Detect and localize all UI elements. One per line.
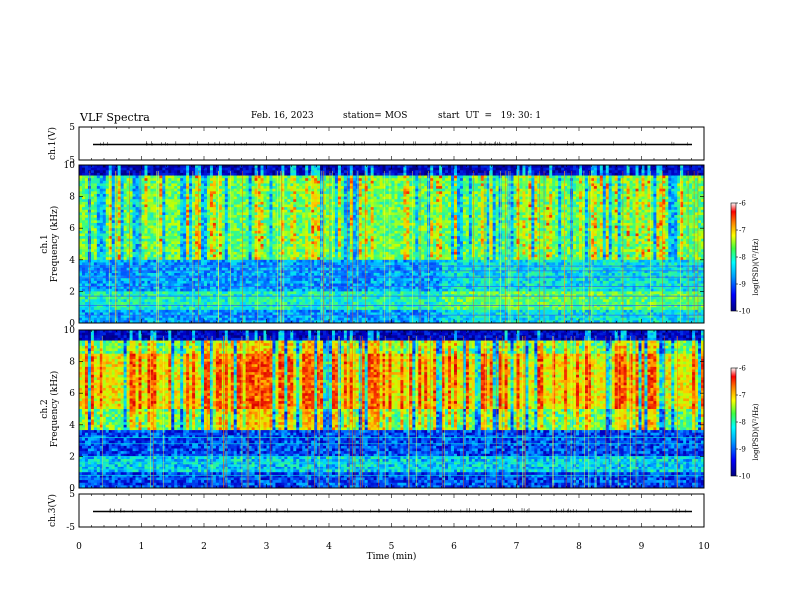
spectrogram-ylabel-channel: ch.1 [40, 234, 50, 253]
xtick-label: 6 [451, 542, 457, 552]
xtick-label: 8 [576, 542, 582, 552]
waveform-ylabel: ch.1(V) [47, 127, 58, 160]
spectrogram-2-ytick-label: 8 [69, 358, 75, 368]
colorbar-gradient [731, 368, 736, 476]
colorbar-label: log(PSD)(V²/Hz) [752, 238, 760, 295]
spectrogram-image [79, 165, 704, 323]
spectrogram-panel-ch2: 0 2 4 6 8 10 ch.2 Frequency (kHz) -6 -7 -8 -9 -10 log… [40, 326, 760, 494]
spectrogram-ylabel-frequency: Frequency (kHz) [49, 371, 60, 448]
spectrogram-image [79, 330, 704, 488]
colorbar-tick-label: -8 [739, 254, 746, 262]
waveform-panel-ch3: 5-5ch.3(V) [47, 490, 704, 533]
spectrogram-2-ytick-label: 6 [69, 389, 75, 399]
colorbar: -6 -7 -8 -9 -10 log(PSD)(V²/Hz) [731, 365, 760, 481]
xtick-label: 10 [698, 542, 710, 552]
spectrogram-2-ytick-label: 0 [69, 484, 75, 494]
xtick-label: 3 [264, 542, 270, 552]
spectrogram-1-ytick-label: 8 [69, 193, 75, 203]
x-axis-label: Time (min) [367, 551, 417, 562]
colorbar-tick-label: -9 [739, 281, 746, 289]
spectrogram-1-ytick-label: 4 [69, 256, 75, 266]
colorbar-gradient [731, 203, 736, 311]
xtick-label: 2 [201, 542, 207, 552]
colorbar-tick-label: -8 [739, 419, 746, 427]
colorbar: -6 -7 -8 -9 -10 log(PSD)(V²/Hz) [731, 200, 760, 316]
colorbar-tick-label: -7 [739, 392, 746, 400]
waveform-3-ytick-label: -5 [66, 523, 75, 533]
colorbar-tick-label: -9 [739, 446, 746, 454]
spectrogram-2-ytick-label: 10 [64, 326, 76, 336]
waveform-panel-ch1: 5-5ch.1(V) [47, 123, 704, 166]
colorbar-tick-label: -10 [739, 473, 750, 481]
colorbar-tick-label: -6 [739, 200, 746, 208]
xtick-label: 7 [514, 542, 520, 552]
spectrogram-2-ytick-label: 4 [69, 421, 75, 431]
waveform-0-frame [79, 127, 704, 160]
colorbar-tick-label: -6 [739, 365, 746, 373]
colorbar-tick-label: -7 [739, 227, 746, 235]
waveform-ylabel: ch.3(V) [47, 494, 58, 527]
xtick-label: 5 [389, 542, 395, 552]
waveform-0-ytick-label: 5 [69, 123, 75, 133]
xtick-label: 0 [76, 542, 82, 552]
spectrogram-ylabel-frequency: Frequency (kHz) [49, 206, 60, 283]
spectrogram-ylabel-channel: ch.2 [40, 399, 50, 418]
colorbar-tick-label: -10 [739, 308, 750, 316]
colorbar-label: log(PSD)(V²/Hz) [752, 403, 760, 460]
spectrogram-1-ytick-label: 10 [64, 161, 76, 171]
xtick-label: 9 [639, 542, 645, 552]
xtick-label: 1 [139, 542, 145, 552]
spectrogram-1-ytick-label: 6 [69, 224, 75, 234]
xtick-label: 4 [326, 542, 332, 552]
spectrogram-1-ytick-label: 2 [69, 287, 75, 297]
spectrogram-2-ytick-label: 2 [69, 452, 75, 462]
